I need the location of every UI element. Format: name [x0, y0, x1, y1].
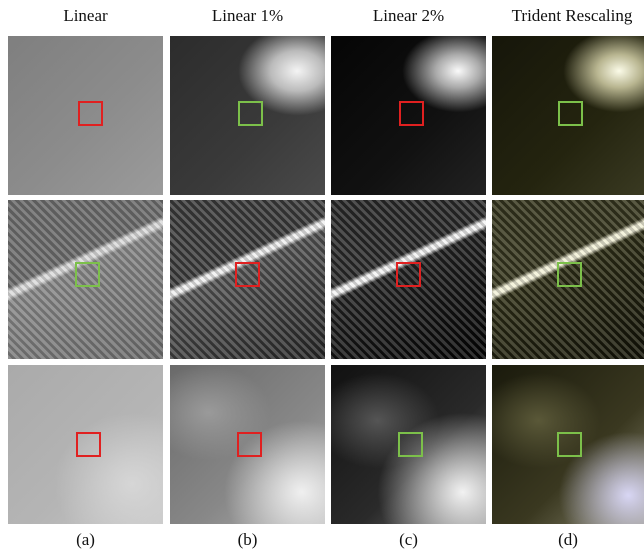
target-box [398, 432, 423, 457]
column-caption: (d) [492, 530, 644, 552]
image-panel [331, 365, 486, 524]
image-panel [170, 365, 325, 524]
image-panel [492, 200, 644, 359]
image-panel [331, 36, 486, 195]
image-panel [8, 365, 163, 524]
image-panel [170, 36, 325, 195]
target-box [235, 262, 260, 287]
target-box [558, 101, 583, 126]
column-caption: (a) [8, 530, 163, 552]
image-panel [331, 200, 486, 359]
image-panel [492, 36, 644, 195]
target-box [238, 101, 263, 126]
column-title: Linear 2% [331, 6, 486, 30]
column-title: Trident Rescaling [492, 6, 644, 30]
image-panel [170, 200, 325, 359]
target-box [399, 101, 424, 126]
column-caption: (b) [170, 530, 325, 552]
image-panel [8, 200, 163, 359]
figure: Linear Linear 1% Linear 2% Trident Resca… [0, 0, 644, 550]
target-box [237, 432, 262, 457]
column-title: Linear 1% [170, 6, 325, 30]
column-title: Linear [8, 6, 163, 30]
target-box [396, 262, 421, 287]
image-panel [8, 36, 163, 195]
image-panel [492, 365, 644, 524]
target-box [557, 432, 582, 457]
target-box [75, 262, 100, 287]
target-box [557, 262, 582, 287]
column-caption: (c) [331, 530, 486, 552]
target-box [76, 432, 101, 457]
target-box [78, 101, 103, 126]
